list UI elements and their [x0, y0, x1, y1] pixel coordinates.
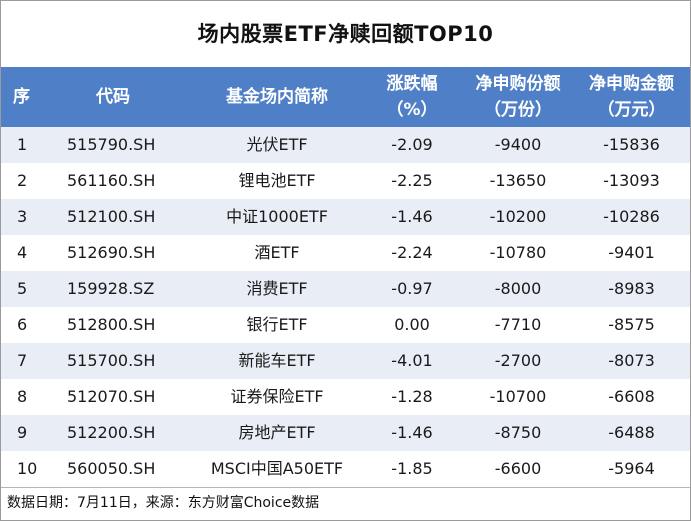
header-index: 序 [1, 67, 63, 127]
row-share: -6600 [494, 459, 542, 478]
row-code: 515790.SH [67, 135, 156, 154]
header-change-label: 涨跌幅 [386, 74, 438, 94]
row-amount: -10286 [603, 207, 660, 226]
header-name-label: 基金场内简称 [226, 87, 328, 107]
row-name: 锂电池ETF [238, 171, 316, 190]
row-change: -1.85 [391, 459, 433, 478]
row-code: 512690.SH [67, 243, 156, 262]
row-change: -2.09 [391, 135, 433, 154]
row-amount: -8073 [608, 351, 655, 370]
header-code-label: 代码 [96, 87, 130, 107]
row-index: 1 [17, 135, 28, 154]
row-index: 3 [17, 207, 28, 226]
row-name: 新能车ETF [238, 351, 316, 370]
row-name: 银行ETF [246, 315, 308, 334]
table-row: 8 512070.SH 证券保险ETF -1.28 -10700 -6608 [1, 379, 690, 415]
row-change: 0.00 [394, 315, 430, 334]
header-change-unit: （%） [386, 100, 438, 120]
table-row: 9 512200.SH 房地产ETF -1.46 -8750 -6488 [1, 415, 690, 451]
table-title: 场内股票ETF净赎回额TOP10 [197, 22, 494, 46]
row-index: 9 [17, 423, 28, 442]
row-code: 560050.SH [67, 459, 156, 478]
table-row: 6 512800.SH 银行ETF 0.00 -7710 -8575 [1, 307, 690, 343]
row-amount: -8575 [608, 315, 655, 334]
table-row: 2 561160.SH 锂电池ETF -2.25 -13650 -13093 [1, 163, 690, 199]
row-change: -1.46 [391, 423, 433, 442]
table-header: 序 代码 基金场内简称 涨跌幅 （%） 净申购份额 （万份） 净申购金额 （万元… [1, 67, 690, 127]
table-row: 4 512690.SH 酒ETF -2.24 -10780 -9401 [1, 235, 690, 271]
row-share: -13650 [489, 171, 547, 190]
row-index: 8 [17, 387, 28, 406]
row-change: -1.46 [391, 207, 433, 226]
row-name: 酒ETF [254, 243, 300, 262]
row-code: 512100.SH [67, 207, 156, 226]
row-index: 7 [17, 351, 28, 370]
row-change: -1.28 [391, 387, 433, 406]
row-share: -9400 [494, 135, 542, 154]
row-change: -0.97 [391, 279, 433, 298]
row-name: 光伏ETF [246, 135, 308, 154]
row-amount: -15836 [603, 135, 660, 154]
table-row: 10 560050.SH MSCI中国A50ETF -1.85 -6600 -5… [1, 451, 690, 487]
row-name: 房地产ETF [238, 423, 316, 442]
row-code: 561160.SH [67, 171, 156, 190]
row-code: 512800.SH [67, 315, 156, 334]
row-code: 515700.SH [67, 351, 156, 370]
header-amount-label: 净申购金额 [589, 74, 674, 94]
header-name: 基金场内简称 [193, 67, 361, 127]
row-name: 证券保险ETF [230, 387, 324, 406]
header-change: 涨跌幅 （%） [361, 67, 463, 127]
row-change: -4.01 [391, 351, 433, 370]
row-index: 5 [17, 279, 28, 298]
header-index-label: 序 [13, 87, 30, 107]
row-code: 512070.SH [67, 387, 156, 406]
header-amount: 净申购金额 （万元） [573, 67, 690, 127]
row-amount: -5964 [608, 459, 655, 478]
row-name: 消费ETF [246, 279, 308, 298]
header-share-unit: （万份） [484, 100, 552, 120]
header-share: 净申购份额 （万份） [463, 67, 573, 127]
row-amount: -6488 [608, 423, 655, 442]
row-share: -10700 [489, 387, 547, 406]
table-row: 3 512100.SH 中证1000ETF -1.46 -10200 -1028… [1, 199, 690, 235]
header-code: 代码 [63, 67, 163, 127]
table-row: 1 515790.SH 光伏ETF -2.09 -9400 -15836 [1, 127, 690, 163]
row-amount: -6608 [608, 387, 655, 406]
row-name: 中证1000ETF [226, 207, 328, 226]
row-share: -10200 [489, 207, 547, 226]
row-amount: -8983 [608, 279, 655, 298]
row-index: 10 [17, 459, 38, 478]
header-share-label: 净申购份额 [475, 74, 561, 94]
header-amount-unit: （万元） [597, 100, 666, 120]
table-row: 7 515700.SH 新能车ETF -4.01 -2700 -8073 [1, 343, 690, 379]
source-footnote: 数据日期：7月11日，来源：东方财富Choice数据 [1, 487, 690, 520]
row-share: -8750 [494, 423, 542, 442]
row-share: -8000 [494, 279, 542, 298]
table-body: 1 515790.SH 光伏ETF -2.09 -9400 -15836 2 5… [1, 127, 690, 487]
row-code: 159928.SZ [67, 279, 155, 298]
row-share: -2700 [494, 351, 542, 370]
row-change: -2.24 [391, 243, 433, 262]
row-index: 2 [17, 171, 28, 190]
row-index: 6 [17, 315, 28, 334]
row-share: -10780 [489, 243, 547, 262]
row-name: MSCI中国A50ETF [210, 459, 344, 478]
table-row: 5 159928.SZ 消费ETF -0.97 -8000 -8983 [1, 271, 690, 307]
row-amount: -13093 [603, 171, 660, 190]
row-change: -2.25 [391, 171, 433, 190]
row-index: 4 [17, 243, 28, 262]
row-share: -7710 [494, 315, 542, 334]
row-code: 512200.SH [67, 423, 156, 442]
row-amount: -9401 [608, 243, 655, 262]
